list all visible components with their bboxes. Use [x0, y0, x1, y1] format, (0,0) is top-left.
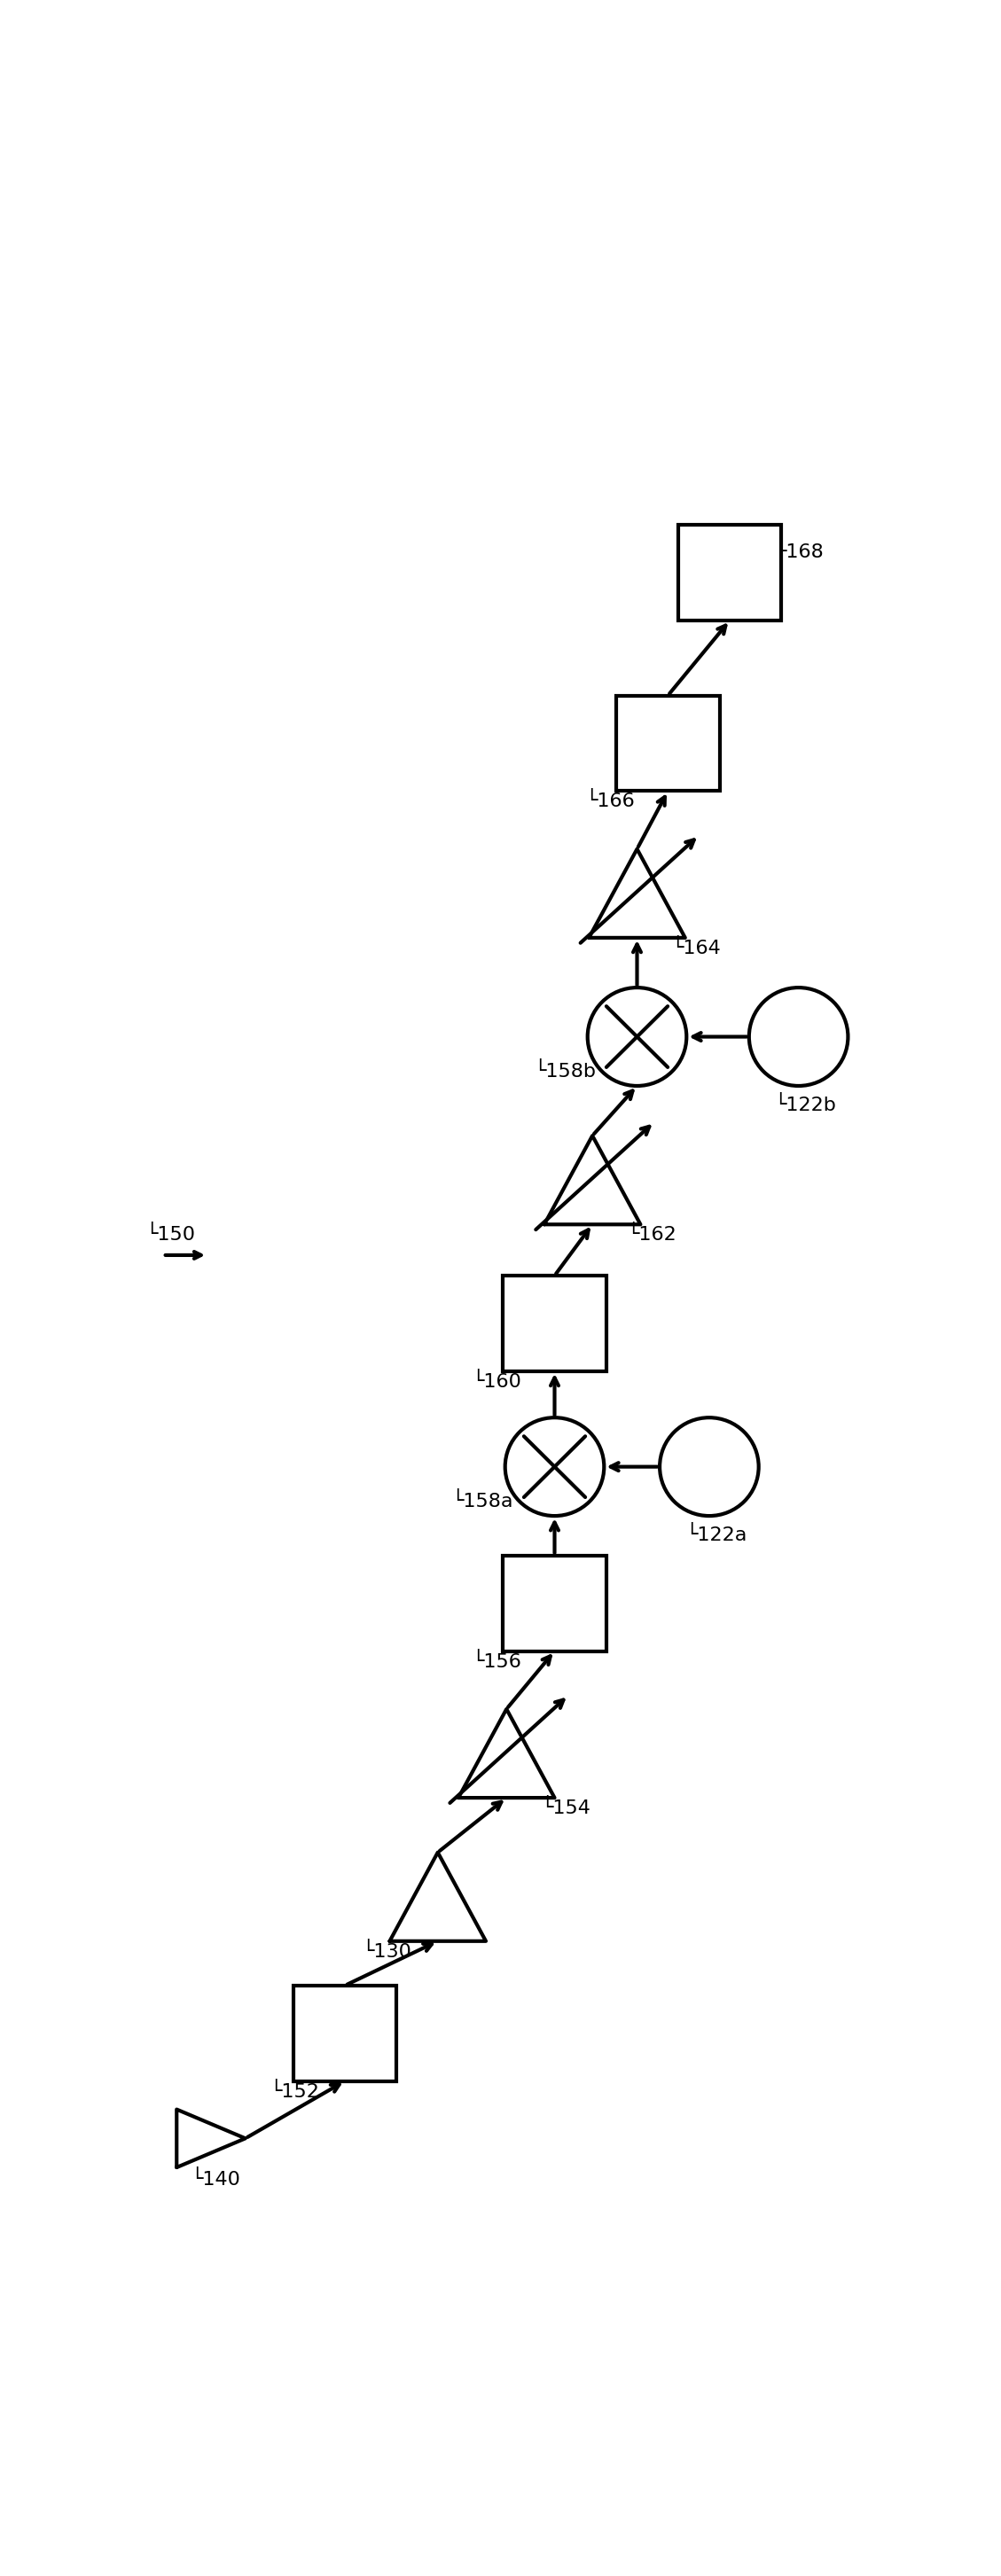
Text: └154: └154 [541, 1798, 591, 1816]
Bar [504, 1275, 607, 1370]
Text: └160: └160 [472, 1373, 522, 1391]
Text: └162: └162 [627, 1226, 676, 1244]
Text: └130: └130 [362, 1942, 411, 1960]
Text: └152: └152 [269, 2081, 319, 2099]
Bar [679, 526, 782, 621]
Text: └158b: └158b [534, 1061, 596, 1079]
Text: └168: └168 [775, 544, 824, 562]
Text: └122b: └122b [775, 1095, 837, 1115]
Text: └164: └164 [672, 938, 721, 958]
Bar [504, 1556, 607, 1651]
Text: └150: └150 [146, 1226, 195, 1244]
Text: └158a: └158a [451, 1492, 514, 1510]
Text: └140: └140 [190, 2169, 240, 2190]
Text: └156: └156 [472, 1651, 522, 1672]
Text: └122a: └122a [685, 1525, 747, 1543]
Bar [293, 1986, 396, 2081]
Bar [617, 696, 720, 791]
Text: └166: └166 [586, 791, 635, 811]
